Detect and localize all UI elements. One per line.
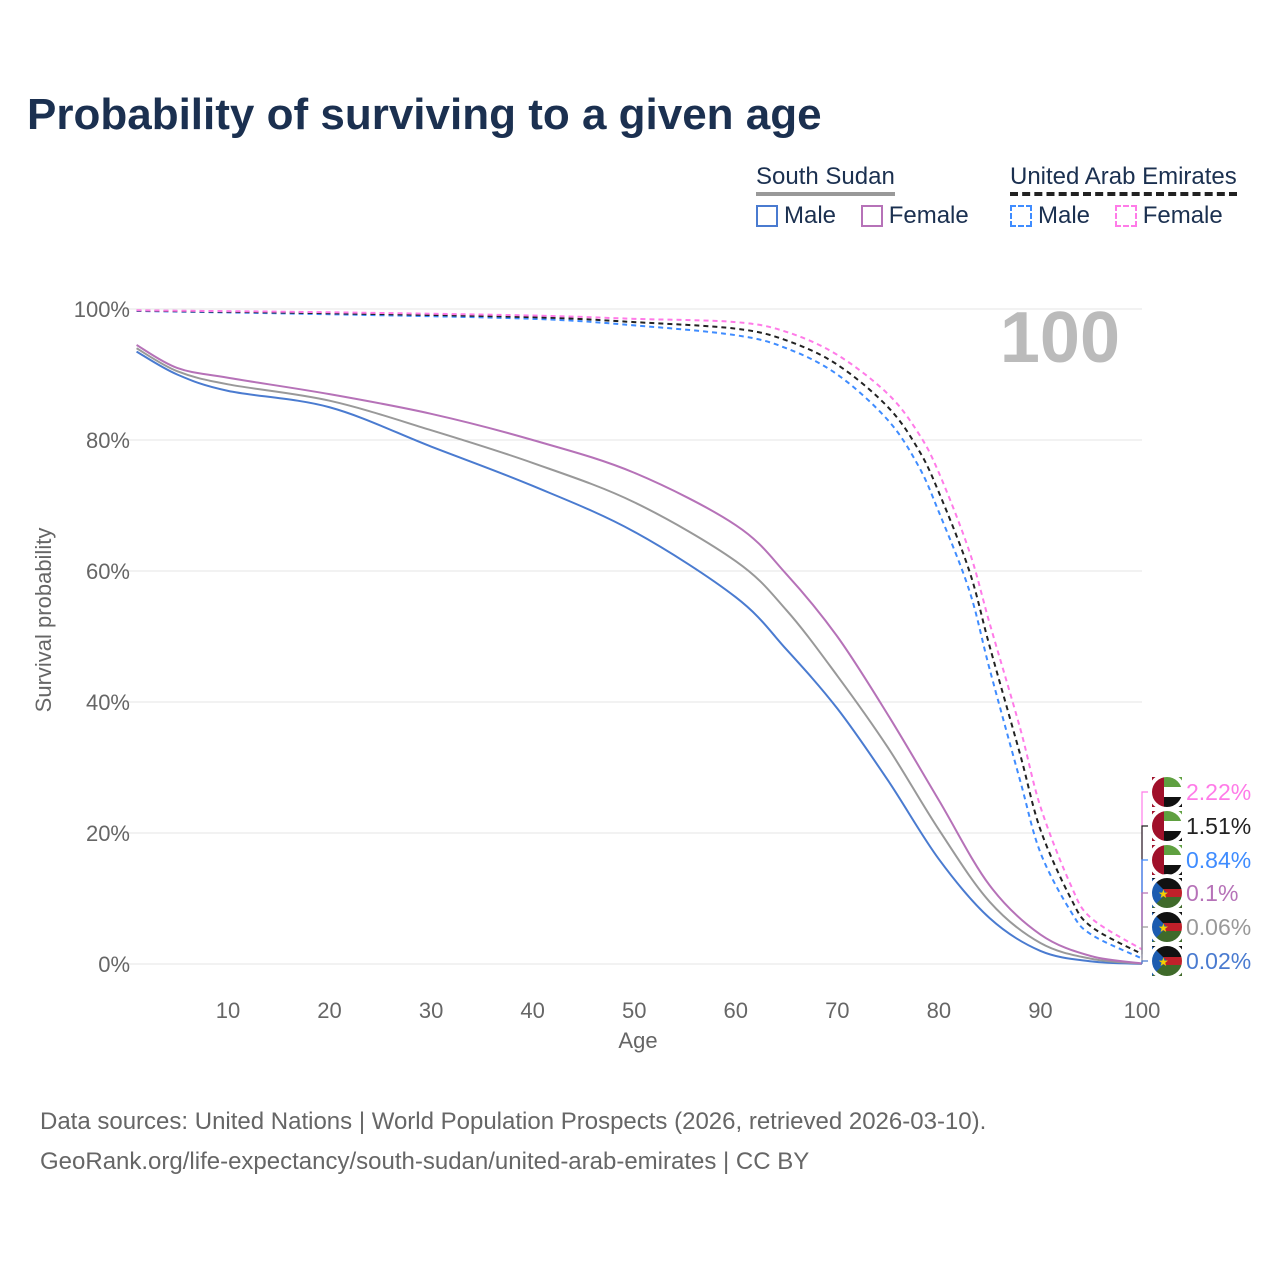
label-connector xyxy=(1141,926,1150,964)
flag-part xyxy=(1152,845,1182,855)
source-text: Data sources: United Nations | World Pop… xyxy=(40,1108,987,1135)
south-sudan-flag-icon xyxy=(1152,912,1182,923)
legend-swatch-male xyxy=(1010,205,1032,227)
series-line-south-sudan-both xyxy=(136,347,1143,965)
flag-mask xyxy=(1148,942,1186,980)
y-tick-label: 60% xyxy=(86,559,130,584)
flag-part xyxy=(1152,811,1164,841)
series-line-united-arab-emirates-female xyxy=(136,309,1143,951)
flag-part xyxy=(1152,897,1182,908)
label-connector xyxy=(1141,960,1150,964)
x-tick-label: 80 xyxy=(927,998,951,1023)
x-axis-label: Age xyxy=(618,1028,657,1053)
flag-star: ★ xyxy=(1158,955,1169,969)
end-value-label: 0.1% xyxy=(1186,880,1238,906)
south-sudan-flag-icon xyxy=(1152,878,1182,889)
year-label: 100 xyxy=(1000,298,1120,378)
flag-part xyxy=(1152,965,1182,976)
legend-swatch-female xyxy=(1114,205,1137,227)
flag-part xyxy=(1152,912,1167,942)
flag-part xyxy=(1152,831,1182,841)
y-tick-label: 40% xyxy=(86,690,130,715)
end-value-label: 0.02% xyxy=(1186,948,1251,974)
legend-label-female: Female xyxy=(888,202,969,229)
y-tick-label: 100% xyxy=(74,297,130,322)
flag-part xyxy=(1152,865,1182,875)
label-connector xyxy=(1141,859,1150,959)
legend-label-male: Male xyxy=(1038,202,1091,229)
y-tick-label: 80% xyxy=(86,428,130,453)
flag-part xyxy=(1152,777,1182,787)
series-line-south-sudan-female xyxy=(136,344,1143,965)
y-tick-label: 0% xyxy=(98,952,130,977)
y-tick-label: 20% xyxy=(86,821,130,846)
legend-swatch-male xyxy=(756,205,778,227)
legend-group-uae: United Arab Emirates Male Female xyxy=(1010,163,1237,230)
x-tick-label: 70 xyxy=(825,998,849,1023)
series-line-united-arab-emirates-male xyxy=(136,309,1143,960)
y-axis-label: Survival probability xyxy=(31,528,56,713)
flag-star: ★ xyxy=(1158,887,1169,901)
south-sudan-flag-icon xyxy=(1152,946,1182,957)
legend-group-title: United Arab Emirates xyxy=(1010,163,1237,196)
flag-part xyxy=(1152,811,1182,821)
legend-group-south-sudan: South Sudan Male Female xyxy=(756,163,969,230)
legend-group-title: South Sudan xyxy=(756,163,895,196)
series-line-united-arab-emirates-both xyxy=(136,309,1143,955)
flag-part xyxy=(1152,878,1167,908)
flag-part xyxy=(1152,931,1182,942)
flag-part xyxy=(1152,845,1164,875)
x-tick-label: 60 xyxy=(724,998,748,1023)
end-value-label: 0.84% xyxy=(1186,847,1251,873)
x-tick-label: 10 xyxy=(216,998,240,1023)
x-tick-label: 100 xyxy=(1124,998,1161,1023)
x-tick-label: 20 xyxy=(317,998,341,1023)
legend-swatch-female xyxy=(860,205,883,227)
flag-part xyxy=(1152,797,1182,807)
end-value-label: 0.06% xyxy=(1186,914,1251,940)
x-tick-label: 40 xyxy=(520,998,544,1023)
x-tick-label: 30 xyxy=(419,998,443,1023)
x-tick-label: 50 xyxy=(622,998,646,1023)
legend-label-female: Female xyxy=(1142,202,1223,229)
flag-star: ★ xyxy=(1158,921,1169,935)
series-line-south-sudan-male xyxy=(136,350,1143,965)
end-value-label: 2.22% xyxy=(1186,779,1251,805)
flag-part xyxy=(1152,777,1164,807)
chart-title: Probability of surviving to a given age xyxy=(27,90,822,139)
x-tick-label: 90 xyxy=(1028,998,1052,1023)
end-value-label: 1.51% xyxy=(1186,813,1251,839)
source-url[interactable]: GeoRank.org/life-expectancy/south-sudan/… xyxy=(40,1148,810,1175)
flag-part xyxy=(1152,946,1167,976)
legend-label-male: Male xyxy=(784,202,837,229)
